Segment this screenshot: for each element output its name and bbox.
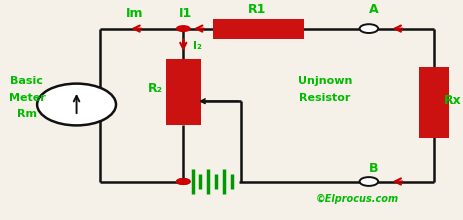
- Text: Rx: Rx: [443, 94, 460, 107]
- Text: A: A: [368, 3, 377, 16]
- Bar: [166, 59, 200, 125]
- Text: I₂: I₂: [192, 41, 201, 51]
- Text: Rm: Rm: [17, 109, 37, 119]
- Text: Unjnown: Unjnown: [297, 76, 351, 86]
- Bar: [418, 67, 448, 138]
- Text: R1: R1: [248, 3, 266, 16]
- Text: Meter: Meter: [8, 93, 45, 103]
- Circle shape: [175, 178, 190, 185]
- Circle shape: [359, 24, 377, 33]
- Text: Basic: Basic: [11, 76, 43, 86]
- Text: Im: Im: [125, 7, 143, 20]
- Text: I1: I1: [179, 7, 192, 20]
- Circle shape: [359, 177, 377, 186]
- Text: ©Elprocus.com: ©Elprocus.com: [315, 194, 398, 204]
- Circle shape: [175, 25, 190, 32]
- Ellipse shape: [37, 84, 116, 125]
- Text: B: B: [368, 162, 377, 175]
- Bar: [213, 19, 303, 38]
- Text: R₂: R₂: [148, 81, 163, 95]
- Text: Resistor: Resistor: [299, 93, 350, 103]
- Circle shape: [175, 178, 190, 185]
